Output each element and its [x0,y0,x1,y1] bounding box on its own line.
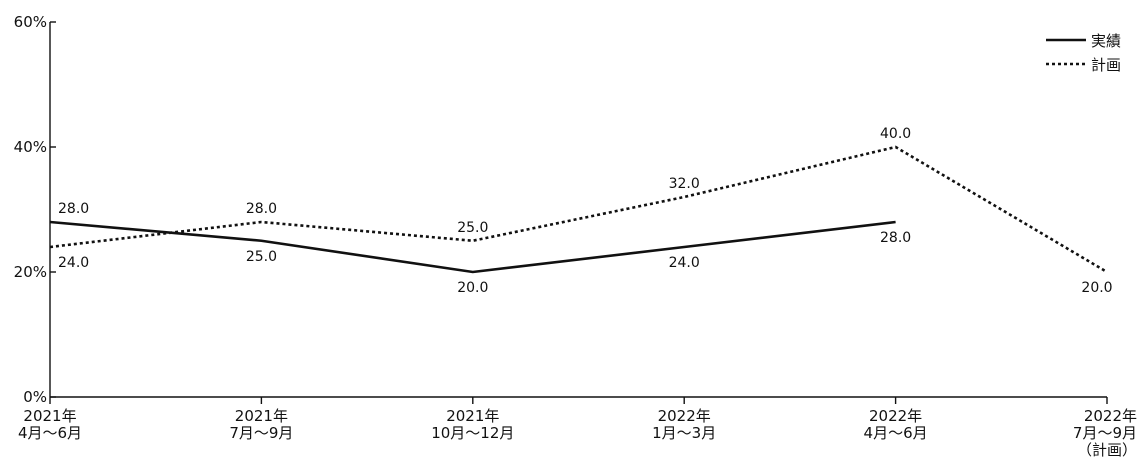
data-label-plan: 32.0 [669,176,700,192]
data-label-plan: 20.0 [1081,280,1112,296]
legend-label-actual: 実績 [1091,32,1121,50]
data-labels: 28.0 25.0 20.0 24.0 28.0 24.0 28.0 25.0 32.0 40.0… [58,126,1113,296]
x-tick-label: 2021年 [235,407,288,425]
y-tick-label: 60% [14,13,47,31]
series-line-actual [49,220,896,274]
x-tick-label: 2022年 [869,407,922,425]
data-label-plan: 40.0 [880,126,911,142]
data-label-actual: 28.0 [880,230,911,246]
x-tick-label: 7月～9月 [229,424,293,442]
x-tick-label: 2021年 [23,407,76,425]
data-label-actual: 25.0 [246,249,277,265]
axes: 0%20%40%60%2021年4月～6月2021年7月～9月2021年10月～… [14,13,1137,459]
data-label-actual: 20.0 [457,280,488,296]
x-tick-label: 2021年 [446,407,499,425]
data-label-plan: 25.0 [457,220,488,236]
y-tick-label: 40% [14,138,47,156]
x-tick-label: 1月～3月 [652,424,716,442]
series-lines [49,145,1108,274]
x-tick-label: 4月～6月 [18,424,82,442]
series-line-plan [49,145,1108,274]
data-label-plan: 28.0 [246,201,277,217]
x-tick-label: （計画） [1077,441,1137,459]
y-tick-label: 20% [14,263,47,281]
x-tick-label: 4月～6月 [864,424,928,442]
x-tick-label: 2022年 [658,407,711,425]
x-tick-label: 7月～9月 [1073,424,1137,442]
data-label-plan: 24.0 [58,255,89,271]
y-tick-label: 0% [23,388,47,406]
x-tick-label: 2022年 [1084,407,1137,425]
legend-label-plan: 計画 [1091,56,1121,74]
x-tick-label: 10月～12月 [431,424,514,442]
data-label-actual: 24.0 [669,255,700,271]
data-label-actual: 28.0 [58,201,89,217]
